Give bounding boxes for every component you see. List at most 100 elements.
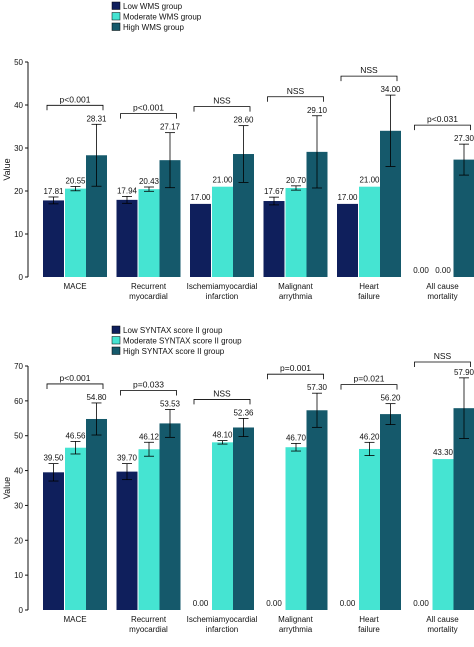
- data-label: 52.36: [233, 408, 254, 417]
- data-label: 17.00: [337, 193, 358, 202]
- data-label: 0.00: [340, 599, 356, 608]
- category-label: myocardial: [129, 292, 168, 301]
- data-label: 46.56: [65, 431, 86, 440]
- significance-bracket: [120, 113, 177, 119]
- data-label: 28.31: [86, 114, 107, 123]
- y-tick-label: 10: [14, 571, 23, 580]
- data-label: 56.20: [380, 394, 401, 403]
- y-tick-label: 40: [14, 467, 23, 476]
- legend-swatch: [111, 336, 121, 345]
- bar: [43, 200, 64, 277]
- data-label: 0.00: [435, 266, 451, 275]
- significance-label: NSS: [213, 96, 231, 106]
- category-label: mortality: [427, 292, 457, 301]
- bar: [65, 188, 86, 277]
- data-label: 39.50: [43, 454, 64, 463]
- legend-label: Low SYNTAX score II group: [123, 326, 223, 335]
- significance-label: p=0.021: [354, 374, 385, 384]
- data-label: 57.90: [454, 368, 474, 377]
- bar: [285, 447, 307, 610]
- data-label: 17.81: [43, 187, 64, 196]
- data-label: 17.00: [190, 193, 211, 202]
- y-tick-label: 10: [14, 230, 23, 239]
- significance-bracket: [46, 104, 104, 111]
- significance-label: NSS: [213, 388, 231, 398]
- category-label: Ischemiamyocardial: [187, 615, 258, 624]
- bar: [116, 199, 138, 277]
- data-label: 27.17: [160, 123, 181, 132]
- y-tick-label: 40: [14, 101, 23, 110]
- category-label: Malignant: [278, 282, 313, 291]
- bar: [306, 410, 328, 610]
- significance-label: NSS: [434, 351, 452, 361]
- category-label: infarction: [206, 292, 238, 301]
- y-tick-label: 30: [14, 501, 23, 510]
- data-label: 54.80: [86, 393, 107, 402]
- y-tick-label: 50: [14, 58, 23, 67]
- data-label: 21.00: [212, 176, 233, 185]
- category-label: Heart: [359, 615, 379, 624]
- data-label: 20.43: [139, 177, 160, 186]
- bar: [285, 187, 307, 277]
- bar: [190, 203, 211, 277]
- significance-label: p<0.031: [427, 114, 458, 124]
- bar: [306, 151, 328, 277]
- data-label: 0.00: [193, 599, 209, 608]
- significance-bracket: [120, 390, 177, 396]
- significance-label: NSS: [360, 65, 378, 75]
- data-label: 43.30: [433, 448, 454, 457]
- significance-bracket: [193, 399, 251, 405]
- chart-2: Low SYNTAX score II group Moderate SYNTAX…: [2, 325, 474, 634]
- category-label: arrythmia: [279, 625, 313, 634]
- data-label: 17.94: [117, 186, 138, 195]
- data-label: 21.00: [359, 176, 380, 185]
- bar: [233, 427, 254, 610]
- category-label: arrythmia: [279, 292, 313, 301]
- significance-bracket: [193, 106, 251, 112]
- y-tick-label: 30: [14, 144, 23, 153]
- data-label: 17.67: [264, 187, 285, 196]
- y-tick-label: 70: [14, 362, 23, 371]
- bar: [453, 408, 474, 610]
- category-label: Heart: [359, 282, 379, 291]
- bar: [116, 471, 138, 610]
- data-label: 34.00: [380, 85, 401, 94]
- category-label: failure: [358, 292, 380, 301]
- significance-bracket: [267, 96, 324, 102]
- data-label: 20.70: [286, 176, 307, 185]
- bar: [138, 189, 160, 277]
- data-label: 27.30: [454, 134, 474, 143]
- data-label: 53.53: [160, 399, 181, 408]
- data-label: 48.10: [212, 431, 233, 440]
- legend-swatch: [111, 1, 121, 10]
- legend-label: High WMS group: [123, 23, 184, 32]
- data-label: 20.55: [65, 176, 86, 185]
- data-label: 46.20: [359, 432, 380, 441]
- category-label: Recurrent: [131, 282, 167, 291]
- significance-label: NSS: [287, 86, 305, 96]
- category-label: Recurrent: [131, 615, 167, 624]
- significance-bracket: [414, 124, 471, 131]
- significance-label: p=0.001: [280, 363, 311, 373]
- bar: [359, 448, 380, 610]
- significance-label: p<0.001: [60, 94, 91, 104]
- y-axis-label: Value: [2, 158, 12, 180]
- bar: [263, 201, 285, 277]
- data-label: 28.60: [233, 116, 254, 125]
- category-label: Malignant: [278, 615, 313, 624]
- significance-bracket: [46, 383, 104, 389]
- y-tick-label: 50: [14, 432, 23, 441]
- data-label: 0.00: [413, 599, 429, 608]
- y-tick-label: 0: [19, 273, 24, 282]
- y-tick-label: 20: [14, 187, 23, 196]
- bar: [86, 418, 107, 610]
- legend-label: Moderate WMS group: [123, 13, 202, 22]
- bar: [453, 159, 474, 277]
- bar: [159, 160, 181, 277]
- bar: [380, 130, 401, 277]
- category-label: MACE: [63, 615, 86, 624]
- bar: [65, 447, 86, 610]
- data-label: 39.70: [117, 454, 138, 463]
- bar: [212, 186, 233, 277]
